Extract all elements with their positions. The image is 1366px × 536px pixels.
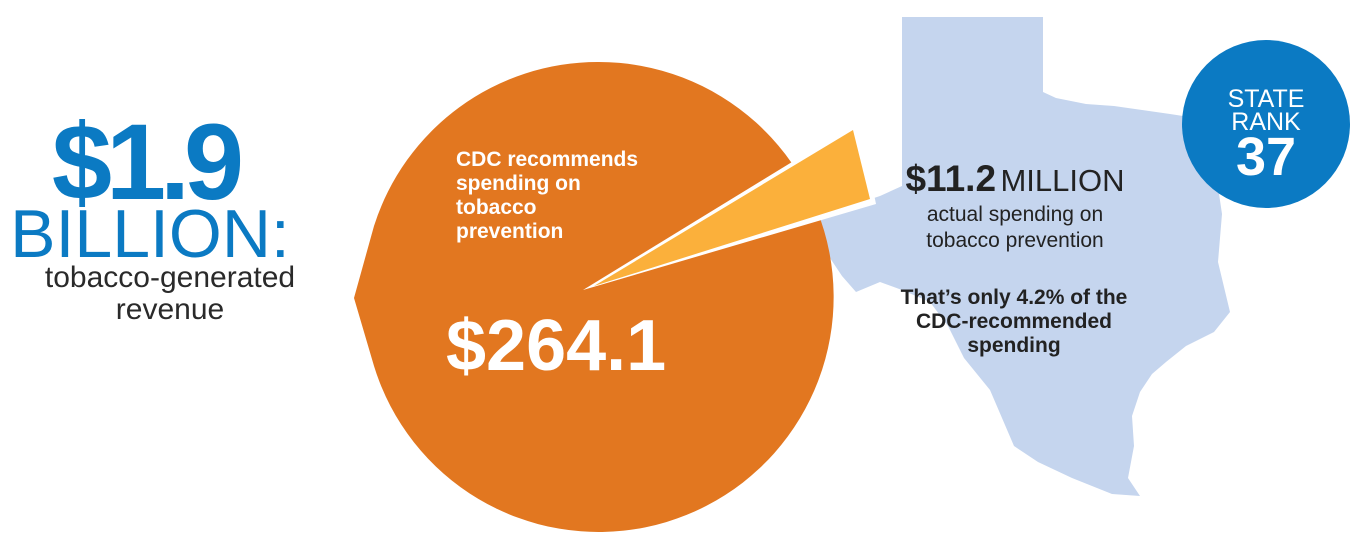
- actual-spending-unit: MILLION: [1000, 163, 1125, 198]
- percent-note-line: That’s only 4.2% of the: [900, 286, 1128, 309]
- cdc-recommendation-label: CDC recommends spending on tobacco preve…: [456, 148, 726, 244]
- actual-description-line: actual spending on: [926, 203, 1104, 226]
- cdc-recommendation-amount: $264.1: [446, 306, 667, 386]
- percent-note-line: spending: [967, 334, 1061, 357]
- revenue-amount: $1.9: [51, 101, 244, 222]
- state-rank-label-line: STATE: [1227, 85, 1305, 113]
- state-rank-label-line: RANK: [1231, 108, 1301, 136]
- cdc-label-line: tobacco: [456, 196, 537, 219]
- state-rank-badge: [1182, 40, 1350, 208]
- cdc-label-line: spending on: [456, 172, 581, 195]
- revenue-description-line: tobacco-generated: [44, 261, 296, 294]
- actual-description-line: tobacco prevention: [926, 229, 1104, 252]
- state-rank-label: STATE RANK: [1196, 85, 1336, 136]
- actual-spending-slice: [594, 130, 870, 286]
- recommended-spending-circle: [354, 61, 834, 532]
- revenue-unit: BILLION:: [10, 196, 290, 272]
- cdc-label-line: CDC recommends: [456, 148, 639, 171]
- cdc-label-line: prevention: [456, 220, 564, 243]
- actual-spending-description: actual spending on tobacco prevention: [880, 202, 1150, 254]
- percent-note-line: CDC-recommended: [915, 310, 1113, 333]
- revenue-description: tobacco-generated revenue: [0, 262, 340, 326]
- actual-spending-amount: $11.2: [905, 158, 997, 199]
- revenue-description-line: revenue: [115, 293, 225, 326]
- actual-spending-headline: $11.2 MILLION: [850, 158, 1180, 200]
- texas-state-shape: [790, 17, 1230, 496]
- percent-of-recommended-note: That’s only 4.2% of the CDC-recommended …: [864, 286, 1164, 358]
- state-rank-value: 37: [1235, 127, 1297, 187]
